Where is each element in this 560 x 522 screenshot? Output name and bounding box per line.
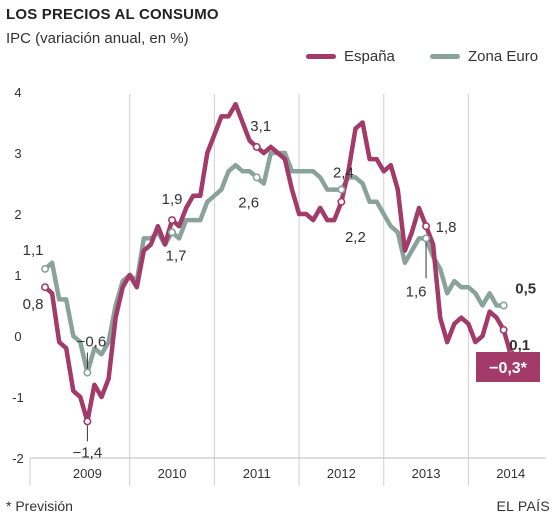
data-marker: [168, 216, 177, 225]
y-tick-label: 0: [14, 329, 21, 344]
legend-item-zona-euro: Zona Euro: [430, 46, 538, 66]
data-marker: [337, 185, 346, 194]
data-label: 0,1: [509, 337, 530, 354]
data-marker: [422, 234, 431, 243]
data-label: 1,8: [436, 219, 457, 236]
data-marker: [422, 222, 431, 231]
data-label: 1,1: [23, 242, 44, 259]
legend-label-espana: España: [344, 47, 395, 65]
data-label: −1,4: [73, 444, 103, 461]
y-tick-label: 2: [14, 207, 21, 222]
x-tick-label: 2009: [73, 466, 102, 481]
x-tick-label: 2010: [158, 466, 187, 481]
footnote: * Previsión: [6, 498, 73, 514]
data-label: 1,7: [166, 247, 187, 264]
chart-title: LOS PRECIOS AL CONSUMO: [6, 6, 219, 23]
x-tick-label: 2011: [243, 466, 271, 481]
data-marker: [252, 173, 261, 182]
forecast-label-box: [476, 352, 540, 382]
data-marker: [41, 283, 50, 292]
data-label: 3,1: [250, 118, 271, 135]
data-marker: [499, 301, 508, 310]
data-marker: [83, 368, 92, 377]
data-marker: [83, 417, 92, 426]
y-tick-label: 1: [14, 268, 21, 283]
legend-label-zona-euro: Zona Euro: [468, 47, 539, 65]
data-label: −0,6: [77, 334, 107, 351]
data-label: 0,5: [515, 281, 536, 298]
data-marker: [252, 142, 261, 151]
data-label: 1,6: [406, 283, 427, 300]
series-line-espana: [42, 101, 513, 424]
y-tick-label: 4: [14, 85, 21, 100]
data-marker: [499, 325, 508, 334]
legend-swatch-zona-euro: [430, 53, 460, 59]
data-label: 2,2: [345, 229, 366, 246]
data-label: 1,9: [162, 191, 183, 208]
data-label: 2,4: [333, 165, 354, 182]
data-marker: [337, 197, 346, 206]
x-tick-label: 2014: [496, 466, 525, 481]
data-marker: [168, 228, 177, 237]
legend-swatch-espana: [306, 53, 336, 59]
data-marker: [41, 264, 50, 273]
data-label: −0,3*: [489, 360, 528, 377]
y-tick-label: -1: [12, 390, 24, 405]
legend-item-espana: España: [306, 46, 395, 66]
y-tick-label: 3: [14, 146, 21, 161]
x-tick-label: 2012: [327, 466, 356, 481]
chart-subtitle: IPC (variación anual, en %): [6, 30, 189, 47]
data-label: 0,8: [23, 296, 44, 313]
source-credit: EL PAÍS: [496, 498, 550, 514]
x-tick-label: 2013: [412, 466, 441, 481]
data-label: 2,6: [238, 194, 259, 211]
y-tick-label: -2: [12, 451, 24, 466]
